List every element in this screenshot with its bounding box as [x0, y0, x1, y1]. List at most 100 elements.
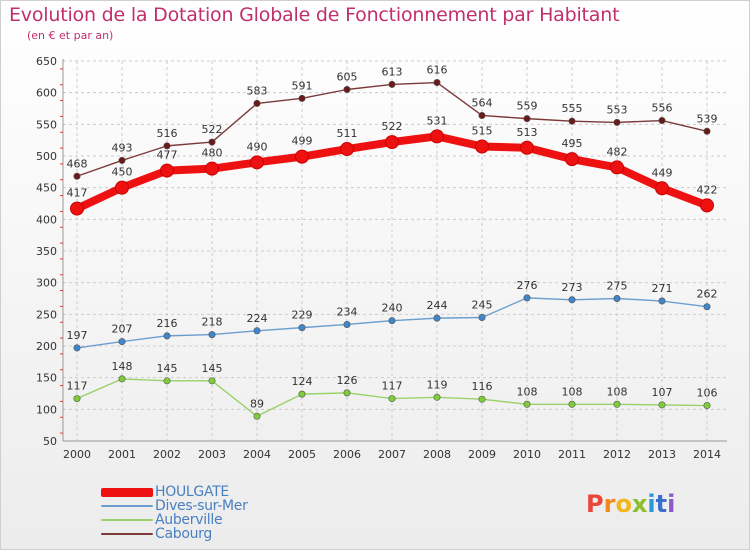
logo-letter: o — [615, 490, 632, 518]
data-label: 482 — [607, 145, 628, 158]
data-point — [703, 402, 711, 410]
legend-swatch — [101, 505, 153, 507]
data-label: 262 — [697, 288, 718, 301]
data-label: 108 — [607, 385, 628, 398]
y-tick-label: 400 — [36, 213, 57, 226]
data-label: 145 — [157, 362, 178, 375]
chart-subtitle: (en € et par an) — [27, 29, 114, 42]
data-point — [658, 297, 666, 305]
data-label: 145 — [202, 362, 223, 375]
data-label: 480 — [202, 147, 223, 160]
y-tick-label: 450 — [36, 182, 57, 195]
data-point — [70, 201, 84, 216]
data-point — [478, 395, 486, 403]
data-point — [475, 139, 489, 154]
y-tick-label: 200 — [36, 340, 57, 353]
data-label: 116 — [472, 380, 493, 393]
data-label: 275 — [607, 280, 628, 293]
x-tick-label: 2002 — [153, 448, 181, 461]
data-label: 417 — [67, 187, 88, 200]
x-tick-label: 2011 — [558, 448, 586, 461]
legend-swatch — [101, 533, 153, 535]
y-tick-label: 350 — [36, 245, 57, 258]
data-point — [430, 129, 444, 144]
data-point — [343, 320, 351, 328]
data-point — [568, 400, 576, 408]
x-tick-label: 2009 — [468, 448, 496, 461]
data-label: 240 — [382, 302, 403, 315]
data-label: 229 — [292, 309, 313, 322]
data-point — [118, 338, 126, 346]
legend-label: Dives-sur-Mer — [155, 498, 248, 514]
x-tick-label: 2007 — [378, 448, 406, 461]
data-point — [520, 140, 534, 155]
data-point — [73, 172, 81, 180]
data-label: 106 — [697, 387, 718, 400]
data-label: 493 — [112, 141, 133, 154]
data-point — [523, 400, 531, 408]
proxiti-logo: Proxiti — [586, 490, 675, 518]
data-point — [703, 303, 711, 311]
data-label: 148 — [112, 360, 133, 373]
data-point — [118, 156, 126, 164]
legend-item: Auberville — [101, 513, 248, 527]
data-point — [388, 80, 396, 88]
x-tick-label: 2008 — [423, 448, 451, 461]
data-label: 126 — [337, 374, 358, 387]
data-label: 245 — [472, 299, 493, 312]
data-point — [73, 395, 81, 403]
data-label: 108 — [517, 385, 538, 398]
data-label: 107 — [652, 386, 673, 399]
data-label: 522 — [382, 120, 403, 133]
data-point — [163, 142, 171, 150]
data-label: 499 — [292, 135, 313, 148]
x-tick-label: 2012 — [603, 448, 631, 461]
data-label: 271 — [652, 282, 673, 295]
data-point — [208, 377, 216, 385]
data-point — [703, 127, 711, 135]
logo-letter: r — [603, 490, 616, 518]
logo-letter: i — [647, 490, 656, 518]
data-label: 605 — [337, 71, 358, 84]
data-point — [385, 135, 399, 150]
data-point — [700, 198, 714, 213]
data-point — [433, 314, 441, 322]
data-point — [208, 331, 216, 339]
legend-item: HOULGATE — [101, 485, 248, 499]
data-label: 224 — [247, 312, 268, 325]
data-point — [613, 118, 621, 126]
data-point — [523, 115, 531, 123]
legend-item: Dives-sur-Mer — [101, 499, 248, 513]
data-point — [298, 94, 306, 102]
data-label: 117 — [67, 380, 88, 393]
data-point — [433, 79, 441, 87]
y-tick-label: 100 — [36, 403, 57, 416]
data-point — [73, 344, 81, 352]
y-tick-label: 250 — [36, 308, 57, 321]
data-point — [253, 412, 261, 420]
data-label: 218 — [202, 316, 223, 329]
data-label: 583 — [247, 84, 268, 97]
data-label: 555 — [562, 102, 583, 115]
data-point — [568, 117, 576, 125]
data-point — [340, 142, 354, 157]
data-point — [388, 317, 396, 325]
legend-swatch — [101, 519, 153, 521]
data-label: 89 — [250, 397, 264, 410]
data-point — [253, 99, 261, 107]
legend-label: HOULGATE — [155, 484, 229, 500]
data-label: 495 — [562, 137, 583, 150]
chart-title: Evolution de la Dotation Globale de Fonc… — [9, 4, 620, 26]
data-point — [523, 294, 531, 302]
data-point — [163, 377, 171, 385]
data-label: 273 — [562, 281, 583, 294]
y-tick-label: 50 — [43, 435, 57, 448]
data-label: 108 — [562, 385, 583, 398]
x-tick-label: 2003 — [198, 448, 226, 461]
data-point — [613, 400, 621, 408]
data-label: 234 — [337, 305, 358, 318]
y-tick-label: 600 — [36, 87, 57, 100]
data-point — [433, 393, 441, 401]
data-point — [565, 152, 579, 167]
